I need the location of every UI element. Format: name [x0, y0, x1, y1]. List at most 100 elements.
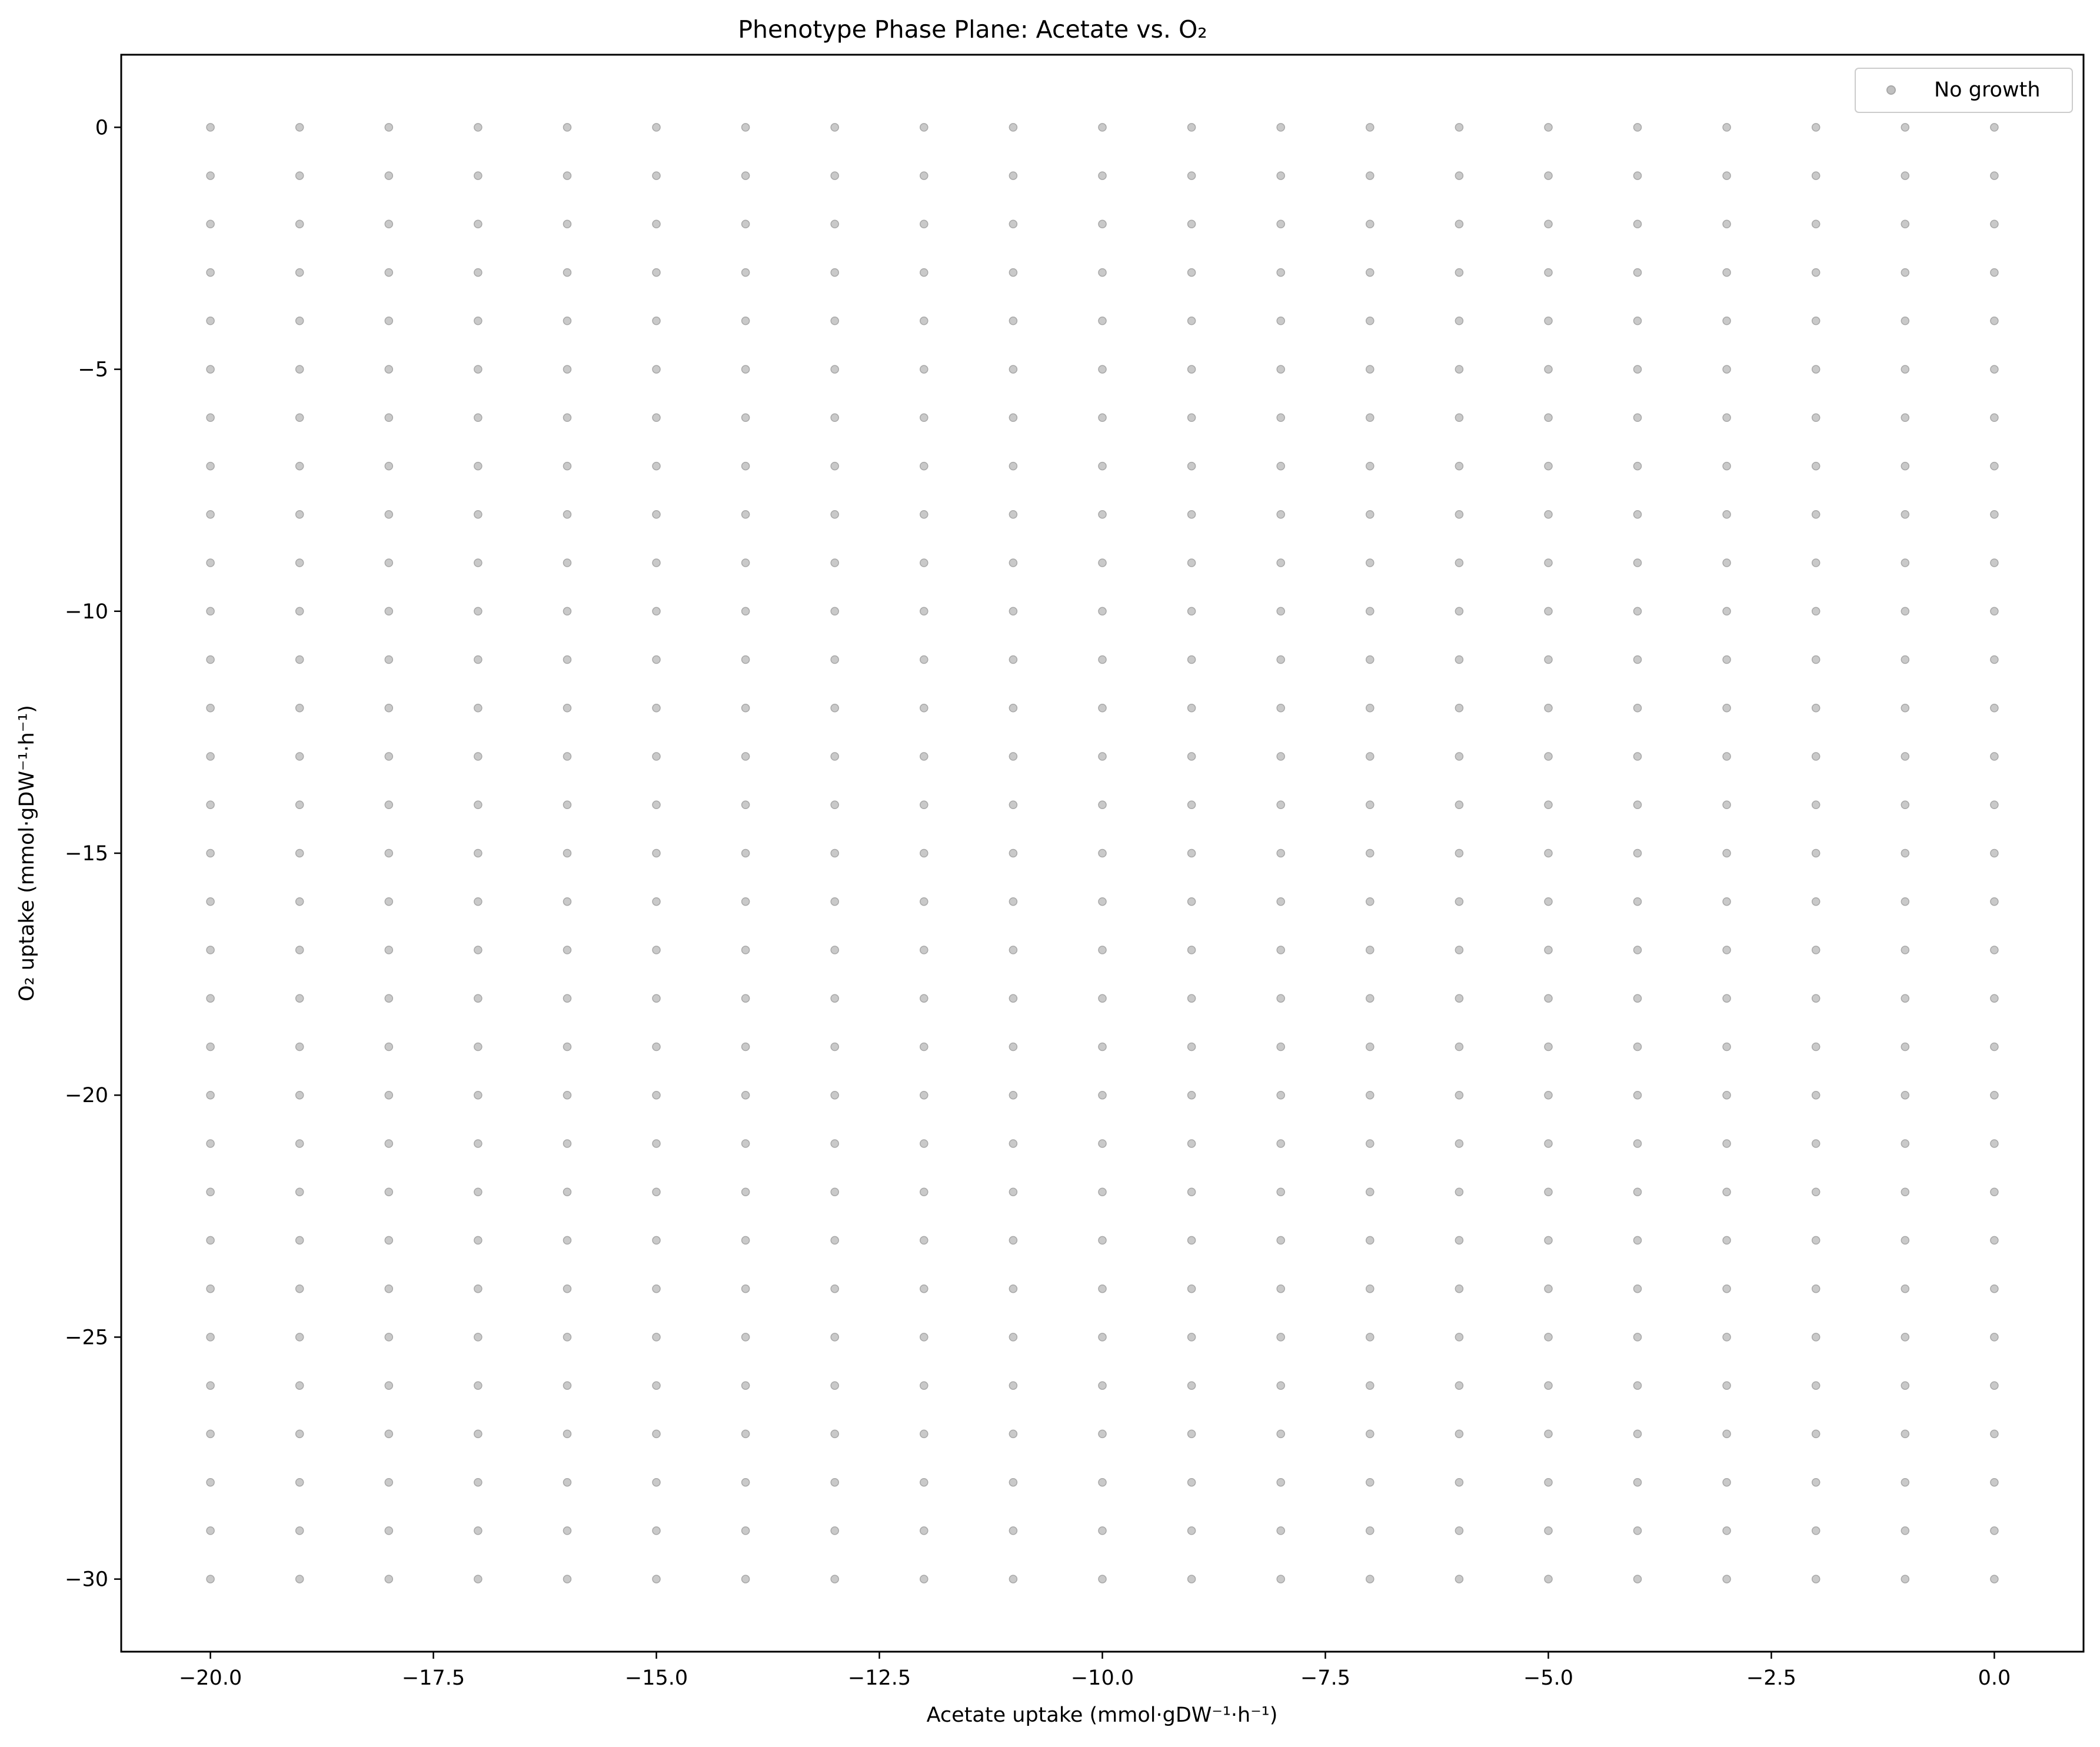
scatter-point: [1455, 1381, 1464, 1390]
scatter-point: [920, 365, 928, 374]
scatter-point: [384, 1090, 394, 1100]
y-tick-label: −5: [78, 358, 108, 382]
scatter-point: [1722, 1381, 1731, 1390]
scatter-point: [1187, 1042, 1196, 1051]
scatter-point: [1901, 946, 1910, 954]
scatter-point: [206, 510, 215, 519]
x-tick-label: 0.0: [1978, 1666, 2011, 1690]
scatter-point: [1366, 219, 1375, 229]
scatter-point: [741, 897, 750, 906]
scatter-point: [1990, 171, 1999, 180]
legend-label-no-growth: No growth: [1934, 78, 2041, 102]
scatter-point: [1544, 704, 1553, 713]
scatter-point: [741, 1575, 750, 1583]
scatter-point: [830, 897, 839, 906]
scatter-point: [1901, 1381, 1910, 1390]
scatter-point: [1009, 171, 1018, 180]
scatter-point: [1811, 317, 1821, 325]
scatter-point: [206, 897, 215, 906]
scatter-point: [830, 123, 839, 132]
scatter-point: [1544, 558, 1553, 567]
scatter-point: [1187, 1333, 1196, 1342]
scatter-point: [1990, 558, 1999, 567]
scatter-point: [1366, 510, 1375, 519]
scatter-point: [1544, 1284, 1553, 1293]
scatter-point: [1811, 413, 1821, 422]
scatter-point: [920, 1236, 928, 1245]
scatter-point: [1366, 1139, 1375, 1148]
scatter-point: [1366, 1333, 1375, 1342]
x-tick-label: −20.0: [179, 1666, 242, 1690]
scatter-point: [1811, 268, 1821, 277]
scatter-point: [1187, 1526, 1196, 1535]
scatter-point: [1455, 1478, 1464, 1487]
scatter-point: [1366, 607, 1375, 616]
scatter-point: [1722, 946, 1731, 954]
scatter-point: [1811, 1236, 1821, 1245]
scatter-point: [1544, 1090, 1553, 1100]
scatter-point: [652, 752, 661, 761]
scatter-point: [741, 1236, 750, 1245]
scatter-point: [1722, 1429, 1731, 1439]
scatter-point: [1098, 1090, 1107, 1100]
scatter-point: [920, 171, 928, 180]
scatter-point: [920, 994, 928, 1003]
scatter-point: [652, 558, 661, 567]
scatter-points: [206, 123, 1999, 1583]
scatter-point: [1633, 171, 1642, 180]
scatter-point: [295, 365, 304, 374]
scatter-point: [1633, 1429, 1642, 1439]
scatter-point: [1811, 510, 1821, 519]
scatter-point: [1187, 1284, 1196, 1293]
scatter-point: [1901, 1284, 1910, 1293]
scatter-point: [1901, 365, 1910, 374]
scatter-point: [384, 1333, 394, 1342]
scatter-point: [1009, 1139, 1018, 1148]
scatter-point: [1811, 1381, 1821, 1390]
scatter-point: [1990, 1139, 1999, 1148]
scatter-point: [741, 510, 750, 519]
scatter-point: [920, 897, 928, 906]
scatter-point: [1633, 317, 1642, 325]
scatter-point: [1187, 897, 1196, 906]
scatter-point: [384, 946, 394, 954]
scatter-point: [741, 1090, 750, 1100]
scatter-point: [384, 171, 394, 180]
scatter-point: [1544, 1478, 1553, 1487]
scatter-point: [1990, 1526, 1999, 1535]
scatter-point: [741, 558, 750, 567]
scatter-point: [1276, 1526, 1285, 1535]
scatter-point: [1544, 655, 1553, 664]
scatter-point: [1990, 268, 1999, 277]
scatter-point: [1187, 607, 1196, 616]
scatter-point: [1633, 704, 1642, 713]
scatter-point: [1098, 1333, 1107, 1342]
scatter-point: [741, 1139, 750, 1148]
scatter-point: [652, 1236, 661, 1245]
scatter-point: [1009, 461, 1018, 471]
scatter-point: [920, 1090, 928, 1100]
scatter-point: [830, 1381, 839, 1390]
scatter-point: [295, 171, 304, 180]
scatter-point: [830, 994, 839, 1003]
scatter-point: [1455, 317, 1464, 325]
scatter-point: [1811, 558, 1821, 567]
scatter-point: [830, 1333, 839, 1342]
scatter-point: [563, 268, 572, 277]
scatter-point: [1633, 752, 1642, 761]
scatter-point: [1455, 1333, 1464, 1342]
scatter-point: [1187, 655, 1196, 664]
scatter-point: [384, 1139, 394, 1148]
x-axis-label: Acetate uptake (mmol·gDW⁻¹·h⁻¹): [927, 1703, 1278, 1727]
scatter-point: [1098, 510, 1107, 519]
scatter-point: [1276, 946, 1285, 954]
scatter-point: [474, 1478, 482, 1487]
scatter-point: [1722, 704, 1731, 713]
scatter-point: [1366, 1478, 1375, 1487]
scatter-point: [1276, 897, 1285, 906]
scatter-point: [1009, 365, 1018, 374]
scatter-point: [1722, 1042, 1731, 1051]
scatter-point: [206, 994, 215, 1003]
scatter-point: [384, 510, 394, 519]
scatter-point: [295, 317, 304, 325]
